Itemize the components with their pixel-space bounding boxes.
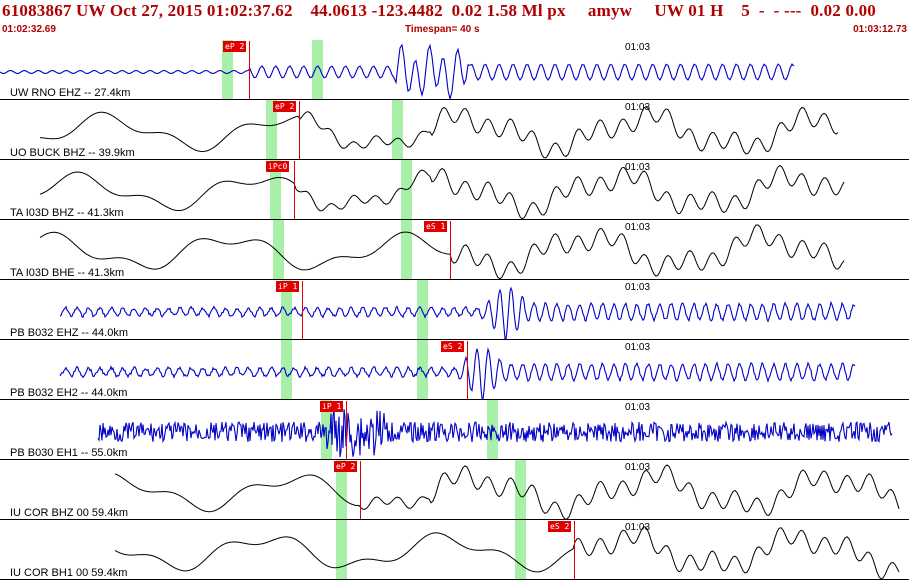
waveform bbox=[0, 43, 795, 100]
waveform bbox=[114, 526, 900, 580]
phase-window-marker[interactable] bbox=[515, 460, 526, 519]
phase-window-marker[interactable] bbox=[336, 460, 347, 519]
phase-pick-line[interactable] bbox=[346, 401, 347, 459]
channel-label: UO BUCK BHZ -- 39.9km bbox=[10, 147, 135, 159]
phase-window-marker[interactable] bbox=[417, 280, 428, 339]
phase-window-marker[interactable] bbox=[392, 100, 403, 159]
phase-pick-line[interactable] bbox=[574, 521, 575, 579]
trace-separator bbox=[0, 399, 909, 400]
time-tick-label: 01:03 bbox=[625, 42, 651, 53]
phase-window-marker[interactable] bbox=[515, 520, 526, 579]
trace-separator bbox=[0, 339, 909, 340]
phase-pick-line[interactable] bbox=[467, 341, 468, 399]
phase-window-marker[interactable] bbox=[270, 160, 281, 219]
phase-pick-label[interactable]: iP 1 bbox=[276, 281, 300, 292]
trace-separator bbox=[0, 99, 909, 100]
channel-label: UW RNO EHZ -- 27.4km bbox=[10, 87, 131, 99]
phase-pick-line[interactable] bbox=[299, 101, 300, 159]
phase-pick-line[interactable] bbox=[360, 461, 361, 519]
waveform bbox=[59, 347, 856, 400]
phase-window-marker[interactable] bbox=[312, 40, 323, 99]
phase-window-marker[interactable] bbox=[336, 520, 347, 579]
phase-window-marker[interactable] bbox=[281, 280, 292, 339]
trace-separator bbox=[0, 279, 909, 280]
channel-label: IU COR BH1 00 59.4km bbox=[10, 567, 128, 579]
start-time: 01:02:32.69 bbox=[2, 24, 56, 35]
time-tick-label: 01:03 bbox=[625, 222, 651, 233]
time-tick-label: 01:03 bbox=[625, 162, 651, 173]
phase-pick-label[interactable]: eP 2 bbox=[223, 41, 247, 52]
time-tick-label: 01:03 bbox=[625, 522, 651, 533]
channel-label: PB B030 EH1 -- 55.0km bbox=[10, 447, 128, 459]
trace-separator bbox=[0, 159, 909, 160]
time-tick-label: 01:03 bbox=[625, 462, 651, 473]
phase-pick-line[interactable] bbox=[450, 221, 451, 279]
phase-window-marker[interactable] bbox=[222, 40, 233, 99]
channel-label: IU COR BHZ 00 59.4km bbox=[10, 507, 128, 519]
trace-separator bbox=[0, 459, 909, 460]
phase-pick-label[interactable]: eS 2 bbox=[548, 521, 572, 532]
channel-label: PB B032 EHZ -- 44.0km bbox=[10, 327, 128, 339]
phase-window-marker[interactable] bbox=[273, 220, 284, 279]
trace-separator bbox=[0, 219, 909, 220]
waveform bbox=[97, 409, 893, 458]
time-tick-label: 01:03 bbox=[625, 282, 651, 293]
phase-window-marker[interactable] bbox=[401, 220, 412, 279]
phase-pick-line[interactable] bbox=[294, 161, 295, 219]
phase-pick-label[interactable]: eP 2 bbox=[334, 461, 358, 472]
waveform bbox=[39, 164, 845, 220]
phase-pick-line[interactable] bbox=[249, 41, 250, 99]
phase-window-marker[interactable] bbox=[266, 100, 277, 159]
timespan: Timespan= 40 s bbox=[405, 24, 480, 35]
channel-label: TA I03D BHE -- 41.3km bbox=[10, 267, 125, 279]
waveform bbox=[39, 224, 845, 280]
phase-pick-label[interactable]: eS 1 bbox=[424, 221, 448, 232]
phase-pick-label[interactable]: iPc0 bbox=[266, 161, 290, 172]
waveform bbox=[39, 106, 839, 159]
time-tick-label: 01:03 bbox=[625, 402, 651, 413]
phase-pick-label[interactable]: iP 1 bbox=[320, 401, 344, 412]
end-time: 01:03:12.73 bbox=[853, 24, 907, 35]
channel-label: PB B032 EH2 -- 44.0km bbox=[10, 387, 128, 399]
phase-pick-label[interactable]: eP 2 bbox=[273, 101, 297, 112]
waveform bbox=[114, 464, 900, 520]
event-summary: 61083867 UW Oct 27, 2015 01:02:37.62 44.… bbox=[2, 1, 876, 20]
time-tick-label: 01:03 bbox=[625, 342, 651, 353]
time-tick-label: 01:03 bbox=[625, 102, 651, 113]
phase-pick-line[interactable] bbox=[302, 281, 303, 339]
phase-pick-label[interactable]: eS 2 bbox=[441, 341, 465, 352]
channel-label: TA I03D BHZ -- 41.3km bbox=[10, 207, 124, 219]
phase-window-marker[interactable] bbox=[281, 340, 292, 399]
phase-window-marker[interactable] bbox=[417, 340, 428, 399]
trace-separator bbox=[0, 519, 909, 520]
event-header: 61083867 UW Oct 27, 2015 01:02:37.62 44.… bbox=[0, 0, 909, 38]
waveform bbox=[59, 286, 856, 340]
